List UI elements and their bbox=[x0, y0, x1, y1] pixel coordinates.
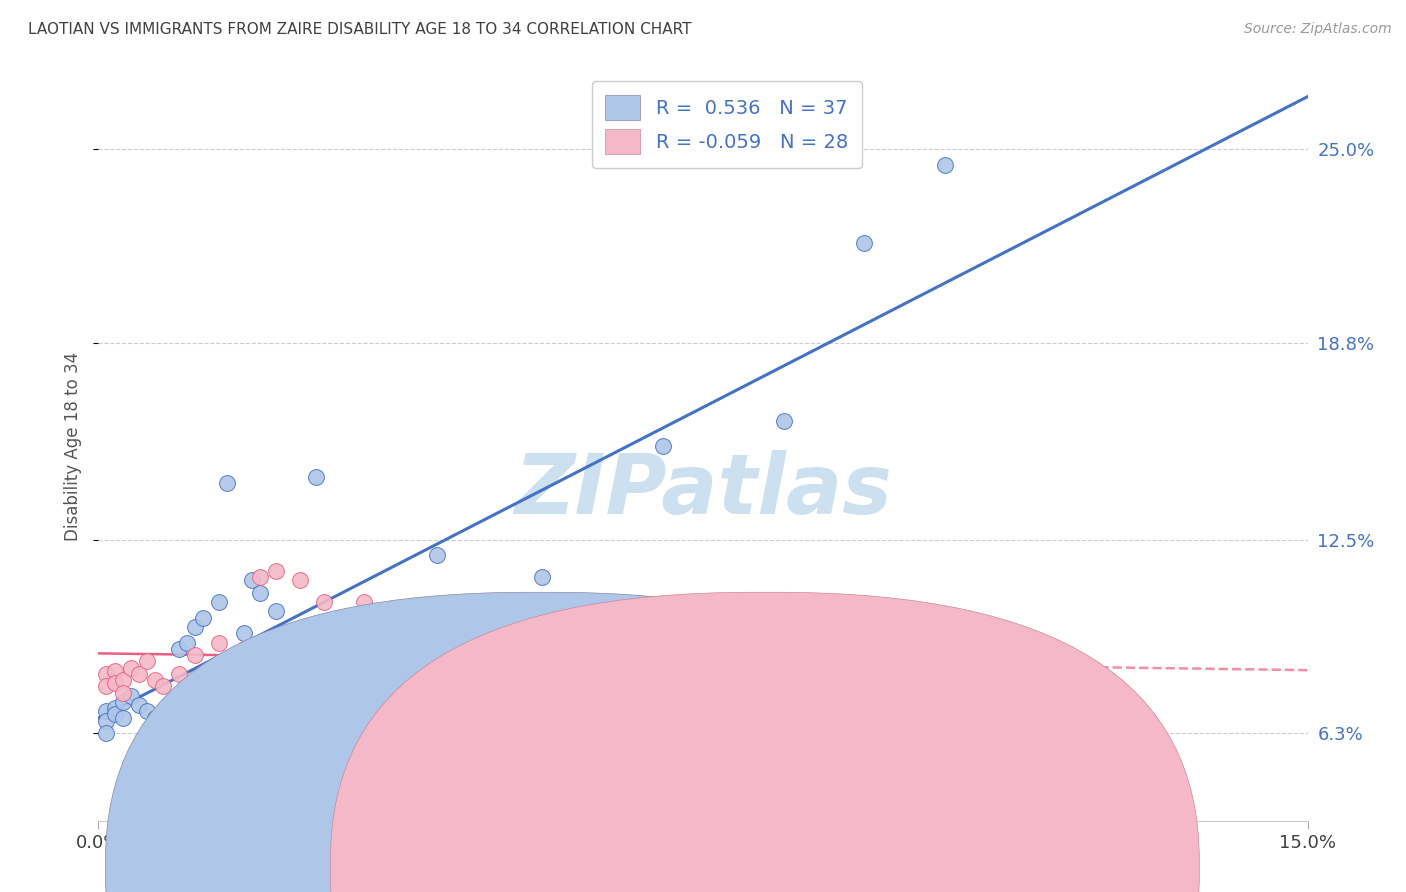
Point bbox=[264, 605, 287, 619]
Point bbox=[128, 667, 150, 681]
Point bbox=[208, 595, 231, 609]
Legend: R =  0.536   N = 37, R = -0.059   N = 28: R = 0.536 N = 37, R = -0.059 N = 28 bbox=[592, 81, 862, 168]
Point bbox=[853, 236, 876, 251]
Point bbox=[344, 611, 367, 625]
Point bbox=[288, 574, 311, 588]
Point bbox=[143, 673, 166, 688]
Point bbox=[370, 620, 392, 634]
Point bbox=[491, 726, 513, 740]
Point bbox=[103, 664, 125, 678]
Point bbox=[305, 470, 328, 484]
Point bbox=[571, 695, 593, 709]
Point bbox=[128, 698, 150, 712]
Point bbox=[103, 701, 125, 715]
Y-axis label: Disability Age 18 to 34: Disability Age 18 to 34 bbox=[65, 351, 83, 541]
Point bbox=[329, 642, 352, 657]
Point bbox=[143, 720, 166, 734]
Point bbox=[111, 710, 134, 724]
Point bbox=[370, 648, 392, 663]
Text: Laotians: Laotians bbox=[562, 858, 633, 876]
Point bbox=[184, 620, 207, 634]
Point bbox=[167, 667, 190, 681]
Point bbox=[96, 705, 118, 719]
Point bbox=[249, 570, 271, 584]
Text: Immigrants from Zaire: Immigrants from Zaire bbox=[773, 858, 960, 876]
Point bbox=[184, 648, 207, 663]
Point bbox=[217, 476, 239, 491]
Point bbox=[491, 651, 513, 665]
Point bbox=[135, 705, 157, 719]
Point bbox=[111, 673, 134, 688]
Point bbox=[692, 648, 714, 663]
Point bbox=[103, 676, 125, 690]
Text: ZIPatlas: ZIPatlas bbox=[515, 450, 891, 532]
Point bbox=[111, 695, 134, 709]
Point bbox=[394, 730, 416, 744]
Point bbox=[152, 705, 174, 719]
Point bbox=[232, 626, 254, 640]
Point bbox=[167, 642, 190, 657]
Point bbox=[120, 689, 142, 703]
Point bbox=[934, 158, 956, 172]
Point bbox=[329, 611, 352, 625]
Point bbox=[208, 636, 231, 650]
Point bbox=[103, 707, 125, 722]
Point bbox=[249, 586, 271, 600]
Point bbox=[135, 655, 157, 669]
Text: Source: ZipAtlas.com: Source: ZipAtlas.com bbox=[1244, 22, 1392, 37]
Point bbox=[264, 564, 287, 578]
Point bbox=[111, 686, 134, 700]
Point bbox=[426, 548, 449, 563]
Text: LAOTIAN VS IMMIGRANTS FROM ZAIRE DISABILITY AGE 18 TO 34 CORRELATION CHART: LAOTIAN VS IMMIGRANTS FROM ZAIRE DISABIL… bbox=[28, 22, 692, 37]
Point bbox=[96, 680, 118, 694]
Point bbox=[152, 680, 174, 694]
Point bbox=[288, 626, 311, 640]
Point bbox=[176, 636, 198, 650]
Point bbox=[651, 439, 673, 453]
Point bbox=[120, 660, 142, 675]
Point bbox=[232, 642, 254, 657]
Point bbox=[813, 710, 835, 724]
Point bbox=[160, 695, 183, 709]
Point bbox=[530, 570, 553, 584]
Point bbox=[96, 714, 118, 728]
Point bbox=[193, 611, 215, 625]
Point bbox=[314, 595, 336, 609]
Point bbox=[143, 710, 166, 724]
Point bbox=[240, 574, 263, 588]
Point bbox=[426, 636, 449, 650]
Point bbox=[96, 726, 118, 740]
Point bbox=[394, 626, 416, 640]
Point bbox=[353, 595, 375, 609]
Point bbox=[96, 667, 118, 681]
Point bbox=[772, 414, 794, 428]
